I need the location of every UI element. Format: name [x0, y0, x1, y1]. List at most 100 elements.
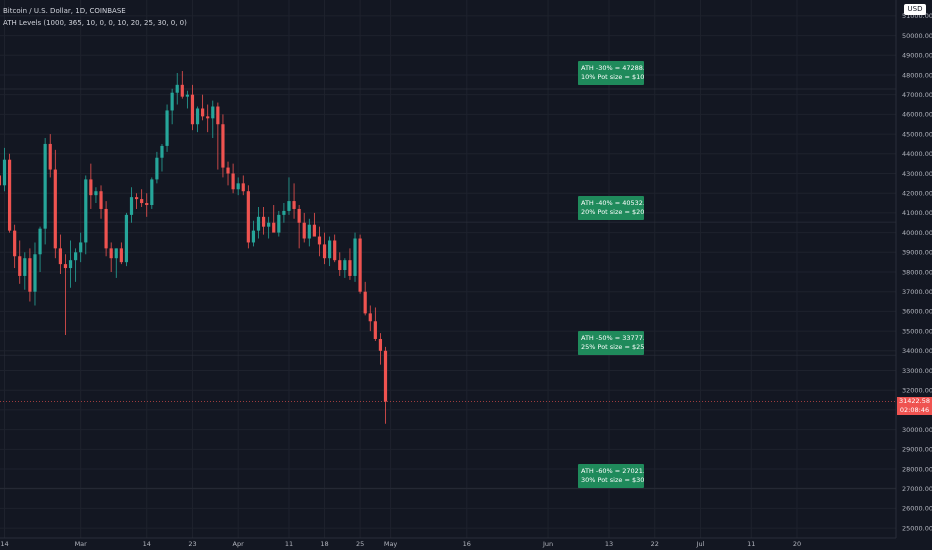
candle — [79, 232, 83, 263]
y-tick-label: 30000.00 — [902, 426, 932, 434]
candle-body — [353, 238, 357, 276]
candle — [155, 151, 159, 184]
candle — [251, 220, 256, 247]
candle-body — [256, 216, 261, 231]
candle — [297, 205, 301, 249]
candle — [201, 94, 205, 121]
candle-body — [343, 260, 347, 271]
candle-body — [201, 108, 205, 117]
y-tick-label: 49000.00 — [902, 52, 932, 60]
y-tick-label: 33000.00 — [902, 367, 932, 375]
candle — [282, 203, 286, 223]
y-tick-label: 44000.00 — [902, 150, 932, 158]
candle — [363, 281, 367, 316]
ath-40-callout: ATH -40% = 40532.904 20% Pot size = $200 — [578, 196, 644, 220]
candle — [231, 163, 235, 194]
candle — [114, 248, 118, 278]
candle-body — [104, 208, 108, 249]
candle — [33, 242, 37, 306]
candle-body — [58, 248, 62, 265]
x-tick-label: 11 — [285, 540, 293, 548]
candle — [307, 218, 311, 247]
y-tick-label: 28000.00 — [902, 465, 932, 473]
candle-body — [241, 183, 245, 192]
candle-body — [363, 291, 367, 314]
candle-body — [0, 175, 2, 186]
candle-body — [109, 248, 113, 259]
y-tick-label: 47000.00 — [902, 91, 932, 99]
x-tick-label: 23 — [188, 540, 196, 548]
candle-body — [124, 214, 129, 263]
y-tick-label: 51000.00 — [902, 12, 932, 20]
candle-body — [28, 258, 32, 292]
time-axis[interactable]: 19Feb14Mar1423Apr111825May16Jun1322Jul11… — [0, 540, 801, 548]
candle — [48, 134, 52, 178]
candle-body — [282, 210, 286, 215]
candle-body — [246, 191, 250, 243]
callout-line2: 30% Pot size = $300 — [581, 476, 644, 484]
candle — [373, 307, 377, 341]
candle-body — [348, 260, 352, 276]
candle — [150, 177, 154, 209]
candles — [0, 71, 388, 424]
candle-body — [383, 350, 388, 402]
candle-body — [221, 124, 225, 168]
candle-body — [18, 256, 22, 276]
y-tick-label: 34000.00 — [902, 347, 932, 355]
candle — [267, 216, 271, 239]
candle-body — [368, 313, 372, 322]
candle-body — [211, 106, 215, 119]
candle — [63, 254, 68, 336]
candle-body — [185, 94, 189, 97]
callout-line1: ATH -50% = 33777.42 — [581, 334, 644, 342]
candle-body — [165, 110, 169, 146]
last-price-value: 31422.58 — [898, 397, 930, 405]
candle — [343, 258, 347, 278]
candle — [74, 248, 78, 282]
candle-body — [333, 240, 337, 261]
candle — [129, 187, 134, 223]
candle — [180, 71, 184, 99]
candle-body — [63, 264, 68, 269]
candle — [99, 185, 103, 219]
callout-line1: ATH -30% = 47288.388 — [581, 64, 644, 72]
candle — [353, 232, 357, 282]
candle — [368, 305, 372, 332]
x-tick-label: 14 — [143, 540, 151, 548]
candle-body — [312, 224, 316, 237]
candle-body — [7, 159, 12, 231]
y-tick-label: 27000.00 — [902, 485, 932, 493]
price-axis[interactable]: 25000.00 26000.00 27000.00 28000.00 29000.00… — [902, 12, 932, 532]
candle-body — [378, 338, 383, 351]
candle — [89, 163, 93, 209]
indicator-title[interactable]: ATH Levels (1000, 365, 10, 0, 0, 10, 20,… — [3, 19, 187, 27]
candle — [302, 212, 306, 243]
candle-body — [170, 92, 174, 111]
candle-body — [261, 216, 266, 227]
candle-body — [89, 179, 93, 196]
candle-body — [150, 179, 154, 206]
candle-body — [23, 258, 27, 276]
candle — [170, 88, 174, 125]
y-tick-label: 35000.00 — [902, 327, 932, 335]
candle-body — [302, 222, 306, 239]
symbol-title[interactable]: Bitcoin / U.S. Dollar, 1D, COINBASE — [3, 7, 126, 15]
candle — [256, 206, 261, 239]
currency-button[interactable]: USD — [904, 4, 926, 15]
y-tick-label: 37000.00 — [902, 288, 932, 296]
candle — [378, 333, 383, 365]
candle — [292, 183, 296, 219]
candle — [185, 90, 189, 109]
candle — [145, 193, 149, 217]
x-tick-label: 11 — [747, 540, 755, 548]
candle — [287, 177, 291, 215]
candle-body — [231, 173, 235, 190]
x-tick-label: 16 — [463, 540, 471, 548]
last-price-label: 31422.58 02:08:46 — [897, 397, 932, 415]
candle-body — [180, 84, 184, 97]
candle-body — [322, 244, 327, 259]
candle-body — [236, 183, 240, 190]
x-tick-label: Apr — [233, 540, 245, 548]
candle-body — [277, 214, 281, 233]
